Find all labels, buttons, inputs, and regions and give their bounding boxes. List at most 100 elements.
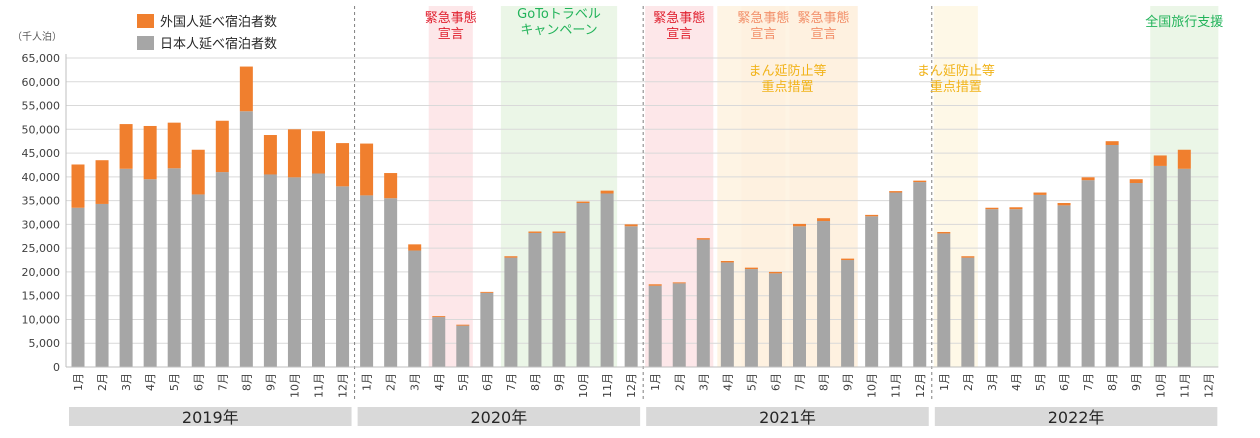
bar-japanese [312,173,325,367]
bar-foreign [456,324,470,326]
year-labels: 2019年 2020年 2021年 2022年 [69,407,1218,427]
bar-japanese [263,174,277,367]
bar-japanese [71,207,85,367]
month-tick-label: 5月 [457,373,470,391]
bar-foreign [432,316,446,318]
y-tick-label: 25,000 [22,242,61,255]
y-tick-label: 40,000 [22,171,61,184]
y-tick-label: 50,000 [22,123,61,136]
bar-japanese [1057,205,1071,367]
month-tick-label: 4月 [1010,373,1023,391]
annotation-label: GoToトラベル [517,7,601,22]
month-tick-label: 11月 [1178,373,1191,398]
month-tick-label: 2月 [673,373,686,391]
annotation-label: 重点措置 [930,79,982,95]
bar-japanese [552,232,566,367]
axes [65,54,1219,368]
bar-japanese [961,257,975,367]
bar-japanese [672,283,686,367]
month-tick-label: 4月 [433,373,446,391]
month-tick-label: 3月 [120,373,133,391]
bar-foreign [817,218,831,222]
bar-foreign [408,244,422,251]
bar-foreign [1129,179,1143,184]
y-tick-label: 20,000 [22,266,61,279]
bar-foreign [360,143,374,196]
bar-japanese [937,233,951,367]
month-tick-label: 9月 [842,373,855,391]
annotation-label: まん延防止等 [748,63,826,79]
month-tick-label: 12月 [625,373,638,398]
bar-foreign [913,180,927,183]
bar-japanese [336,186,350,367]
bar-japanese [841,260,855,367]
bar-japanese [384,198,398,367]
bar-foreign [167,122,181,169]
month-tick-label: 10月 [1154,373,1167,398]
bar-foreign [336,143,350,187]
legend-label: 日本人延べ宿泊者数 [160,36,277,52]
annotation-label: まん延防止等 [917,63,995,79]
bar-japanese [1129,183,1143,367]
bar-foreign [696,238,710,240]
month-tick-label: 9月 [1130,373,1143,391]
month-tick-label: 11月 [601,373,614,398]
bar-japanese [985,209,999,367]
bar-japanese [744,269,758,367]
y-tick-label: 5,000 [29,337,61,350]
y-tick-label: 55,000 [22,100,61,113]
month-tick-label: 5月 [1034,373,1047,391]
month-tick-label: 7月 [794,373,807,391]
y-tick-label: 0 [53,361,60,374]
annotation-label: キャンペーン [520,23,597,38]
bar-foreign [191,149,205,195]
month-tick-labels: 1月 2月 3月 4月 5月 6月 7月 8月 9月 10月 11月 12月 1月 2月 3月 4月 5月 6月 7… [72,373,1215,398]
bar-japanese [865,216,879,367]
y-gridlines: 0 5,000 10,000 15,000 20,000 25,000 30,000 35,0… [22,52,1219,374]
month-tick-label: 10月 [866,373,879,398]
bar-japanese [1009,209,1023,367]
bar-foreign [1033,192,1047,195]
bar-foreign [480,291,494,293]
bar-foreign [1153,155,1167,166]
bar-foreign [600,190,614,194]
bar-foreign [937,231,951,234]
bar-foreign [985,207,999,210]
annotation-label: 緊急事態 [425,10,477,26]
bar-japanese [648,285,662,367]
period-band [717,6,858,367]
year-box [357,407,641,426]
y-tick-label: 15,000 [22,290,61,303]
bar-foreign [624,224,638,227]
bar-foreign [720,260,734,263]
bar-foreign [1009,207,1023,210]
annotation-label: 宣言 [438,26,464,42]
month-tick-label: 5月 [168,373,181,391]
annotation-label: 宣言 [811,26,837,42]
period-annotations: 緊急事態宣言GoToトラベルキャンペーン緊急事態宣言緊急事態宣言緊急事態宣言まん… [425,7,1224,95]
bar-japanese [167,168,181,367]
bar-japanese [793,226,806,367]
month-tick-label: 7月 [1082,373,1095,391]
bar-foreign [552,231,566,233]
month-tick-label: 9月 [553,373,566,391]
bar-japanese [817,221,831,367]
bar-japanese [720,262,734,367]
month-tick-label: 1月 [938,373,951,391]
month-tick-label: 6月 [192,373,205,391]
bar-foreign [143,125,157,180]
month-tick-label: 3月 [986,373,999,391]
month-tick-label: 8月 [240,373,253,391]
bar-foreign [528,231,542,233]
bar-foreign [215,120,229,173]
bar-foreign [1057,202,1071,206]
bar-japanese [1153,165,1167,367]
y-tick-label: 45,000 [22,147,61,160]
year-box [646,407,929,426]
month-tick-label: 6月 [769,373,782,391]
bar-japanese [768,273,782,367]
y-tick-label: 30,000 [22,218,61,231]
month-tick-label: 11月 [890,373,903,398]
y-axis-unit-label: （千人泊） [12,31,62,43]
